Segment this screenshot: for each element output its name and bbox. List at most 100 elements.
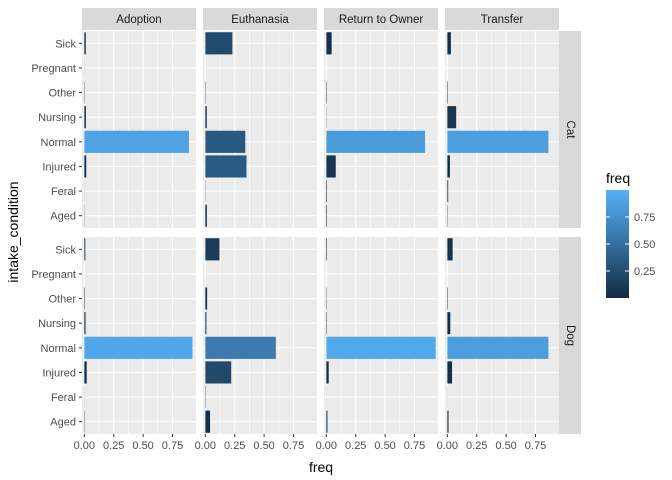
legend: freq 0.25 0.50 0.75 xyxy=(606,170,655,298)
bar-cat-adoption-normal xyxy=(84,130,189,153)
bar-dog-transfer-sick xyxy=(447,238,453,261)
legend-title: freq xyxy=(606,170,630,186)
strip-label-dog: Dog xyxy=(564,325,576,346)
x-tick-label: 0.00 xyxy=(195,440,216,452)
strip-label-euthanasia: Euthanasia xyxy=(231,14,289,26)
y-tick-label: Injured xyxy=(42,367,76,379)
bar-dog-transfer-nursing xyxy=(447,312,451,335)
legend-colorbar xyxy=(606,190,629,298)
strip-return-to-owner: Return to Owner xyxy=(324,8,438,30)
strip-background xyxy=(559,31,581,228)
bar-cat-euthanasia-nursing xyxy=(205,106,207,129)
panel-background xyxy=(82,237,196,434)
panel-dog-return-to-owner xyxy=(324,237,438,434)
strip-label-return-to-owner: Return to Owner xyxy=(339,14,424,26)
strip-euthanasia: Euthanasia xyxy=(203,8,317,30)
strip-background xyxy=(324,8,438,30)
panel-dog-transfer xyxy=(445,237,559,434)
bar-dog-transfer-normal xyxy=(447,336,549,359)
panels-layer xyxy=(82,31,559,434)
panel-background xyxy=(324,31,438,228)
bar-cat-adoption-nursing xyxy=(84,106,86,129)
bar-dog-return-to-owner-normal xyxy=(326,336,436,359)
x-tick-label: 0.00 xyxy=(437,440,458,452)
strip-background xyxy=(445,8,559,30)
bar-cat-euthanasia-normal xyxy=(205,130,246,153)
bar-dog-transfer-aged xyxy=(447,410,449,433)
x-tick-label: 0.75 xyxy=(525,440,546,452)
y-tick-label: Pregnant xyxy=(31,269,76,281)
bar-cat-return-to-owner-feral xyxy=(326,179,327,203)
axes-layer: Sick Pregnant Other Nursing Normal Injured Fer… xyxy=(31,38,546,452)
x-axis-title: freq xyxy=(309,459,333,475)
panel-background xyxy=(203,31,317,228)
y-tick-label: Nursing xyxy=(38,112,76,124)
y-tick-label: Pregnant xyxy=(31,63,76,75)
x-tick-label: 0.25 xyxy=(103,440,124,452)
panel-cat-euthanasia xyxy=(203,31,317,228)
bar-dog-adoption-injured xyxy=(84,361,87,384)
bar-cat-euthanasia-injured xyxy=(205,155,247,178)
bar-cat-transfer-normal xyxy=(447,130,549,153)
y-tick-label: Aged xyxy=(50,417,76,429)
legend-label: 0.25 xyxy=(634,266,655,278)
bar-cat-adoption-injured xyxy=(84,155,87,178)
bar-cat-return-to-owner-sick xyxy=(326,32,332,55)
y-axis-title: intake_condition xyxy=(5,181,21,282)
bar-cat-transfer-injured xyxy=(447,155,450,178)
strip-background xyxy=(559,237,581,434)
bar-cat-transfer-feral xyxy=(447,179,449,203)
y-axis-dog: Sick Pregnant Other Nursing Normal Injured Fer… xyxy=(31,244,82,429)
bar-cat-return-to-owner-aged xyxy=(326,204,327,227)
x-axis-euthanasia: 0.00 0.25 0.50 0.75 xyxy=(195,434,304,452)
y-tick-label: Nursing xyxy=(38,318,76,330)
x-tick-label: 0.75 xyxy=(162,440,183,452)
strip-label-transfer: Transfer xyxy=(481,14,524,26)
y-tick-label: Normal xyxy=(41,343,76,355)
strip-label-cat: Cat xyxy=(564,121,576,140)
x-axis-transfer: 0.00 0.25 0.50 0.75 xyxy=(437,434,546,452)
bar-dog-return-to-owner-injured xyxy=(326,361,329,384)
panel-cat-transfer xyxy=(445,31,559,228)
bar-dog-euthanasia-sick xyxy=(205,238,220,261)
y-tick-label: Sick xyxy=(55,244,76,256)
strip-cat: Cat xyxy=(559,31,581,228)
bar-dog-return-to-owner-sick xyxy=(326,238,327,261)
panel-cat-return-to-owner xyxy=(324,31,438,228)
y-tick-label: Other xyxy=(48,88,76,100)
bar-dog-adoption-normal xyxy=(84,336,193,359)
bar-dog-euthanasia-aged xyxy=(205,410,211,433)
bar-dog-euthanasia-other xyxy=(205,287,208,310)
x-tick-label: 0.00 xyxy=(316,440,337,452)
bar-dog-euthanasia-normal xyxy=(205,336,276,359)
x-axis-adoption: 0.00 0.25 0.50 0.75 xyxy=(74,434,183,452)
strip-adoption: Adoption xyxy=(82,8,196,30)
bar-dog-euthanasia-nursing xyxy=(205,312,207,335)
bar-cat-euthanasia-aged xyxy=(205,204,207,227)
legend-ticks: 0.25 0.50 0.75 xyxy=(606,212,655,278)
bar-cat-adoption-sick xyxy=(84,32,86,55)
strips-layer: Adoption Euthanasia Return to Owner Transfe… xyxy=(82,8,581,434)
bar-dog-adoption-nursing xyxy=(84,312,86,335)
panel-dog-adoption xyxy=(82,237,196,434)
x-axis-return-to-owner: 0.00 0.25 0.50 0.75 xyxy=(316,434,425,452)
strip-transfer: Transfer xyxy=(445,8,559,30)
x-tick-label: 0.75 xyxy=(283,440,304,452)
y-tick-label: Feral xyxy=(51,186,76,198)
bar-dog-adoption-sick xyxy=(84,238,86,261)
panel-cat-adoption xyxy=(82,31,196,228)
x-tick-label: 0.25 xyxy=(345,440,366,452)
y-tick-label: Normal xyxy=(41,137,76,149)
panel-background xyxy=(324,237,438,434)
bar-cat-return-to-owner-injured xyxy=(326,155,336,178)
panel-background xyxy=(82,31,196,228)
x-tick-label: 0.50 xyxy=(132,440,153,452)
x-tick-label: 0.50 xyxy=(495,440,516,452)
legend-label: 0.50 xyxy=(634,239,655,251)
bar-cat-return-to-owner-normal xyxy=(326,130,426,153)
strip-background xyxy=(82,8,196,30)
bar-dog-return-to-owner-aged xyxy=(326,410,328,433)
bar-cat-transfer-nursing xyxy=(447,106,457,129)
panel-background xyxy=(203,237,317,434)
